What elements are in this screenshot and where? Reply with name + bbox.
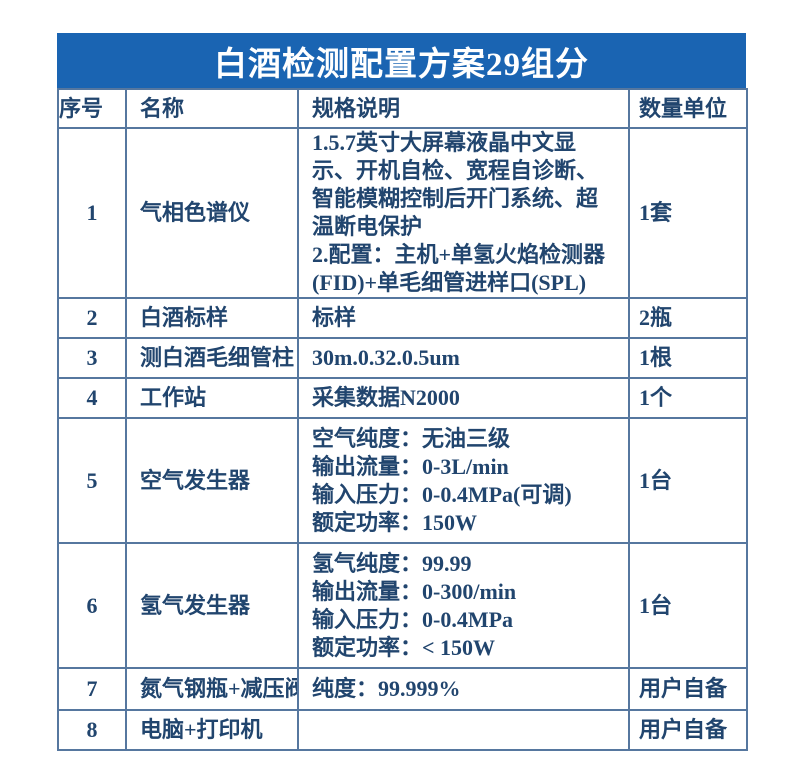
spec-cell: 纯度：99.999% bbox=[297, 667, 630, 711]
table-row: 3 测白酒毛细管柱 30m.0.32.0.5um 1根 bbox=[57, 337, 748, 379]
qty-cell: 1套 bbox=[628, 127, 748, 299]
spec-cell: 1.5.7英寸大屏幕液晶中文显示、开机自检、宽程自诊断、智能模糊控制后开门系统、… bbox=[297, 127, 630, 299]
table-row: 8 电脑+打印机 用户自备 bbox=[57, 709, 748, 751]
name-cell: 空气发生器 bbox=[125, 417, 299, 544]
spec-cell: 30m.0.32.0.5um bbox=[297, 337, 630, 379]
serial-cell: 5 bbox=[57, 417, 127, 544]
spec-cell bbox=[297, 709, 630, 751]
table-row: 5 空气发生器 空气纯度：无油三级 输出流量：0-3L/min 输入压力：0-0… bbox=[57, 417, 748, 544]
name-cell: 电脑+打印机 bbox=[125, 709, 299, 751]
name-cell: 白酒标样 bbox=[125, 297, 299, 339]
col-header-quantity: 数量单位 bbox=[628, 88, 748, 129]
spec-sheet: 白酒检测配置方案29组分 序号 名称 规格说明 数量单位 1 气相色谱仪 1.5… bbox=[57, 33, 748, 751]
config-table: 序号 名称 规格说明 数量单位 1 气相色谱仪 1.5.7英寸大屏幕液晶中文显示… bbox=[57, 88, 748, 751]
col-header-spec: 规格说明 bbox=[297, 88, 630, 129]
name-cell: 工作站 bbox=[125, 377, 299, 419]
qty-cell: 1台 bbox=[628, 542, 748, 669]
spec-cell: 空气纯度：无油三级 输出流量：0-3L/min 输入压力：0-0.4MPa(可调… bbox=[297, 417, 630, 544]
spec-cell: 采集数据N2000 bbox=[297, 377, 630, 419]
serial-cell: 2 bbox=[57, 297, 127, 339]
spec-cell: 氢气纯度：99.99 输出流量：0-300/min 输入压力：0-0.4MPa … bbox=[297, 542, 630, 669]
name-cell: 氢气发生器 bbox=[125, 542, 299, 669]
table-row: 1 气相色谱仪 1.5.7英寸大屏幕液晶中文显示、开机自检、宽程自诊断、智能模糊… bbox=[57, 127, 748, 299]
spec-cell: 标样 bbox=[297, 297, 630, 339]
col-header-serial: 序号 bbox=[57, 88, 127, 129]
qty-cell: 2瓶 bbox=[628, 297, 748, 339]
table-row: 6 氢气发生器 氢气纯度：99.99 输出流量：0-300/min 输入压力：0… bbox=[57, 542, 748, 669]
qty-cell: 1根 bbox=[628, 337, 748, 379]
table-row: 7 氮气钢瓶+减压阀 纯度：99.999% 用户自备 bbox=[57, 667, 748, 711]
serial-cell: 4 bbox=[57, 377, 127, 419]
serial-cell: 3 bbox=[57, 337, 127, 379]
table-row: 2 白酒标样 标样 2瓶 bbox=[57, 297, 748, 339]
header-row: 序号 名称 规格说明 数量单位 bbox=[57, 88, 748, 129]
title-banner: 白酒检测配置方案29组分 bbox=[57, 33, 746, 88]
serial-cell: 8 bbox=[57, 709, 127, 751]
table-row: 4 工作站 采集数据N2000 1个 bbox=[57, 377, 748, 419]
serial-cell: 7 bbox=[57, 667, 127, 711]
col-header-name: 名称 bbox=[125, 88, 299, 129]
qty-cell: 1台 bbox=[628, 417, 748, 544]
qty-cell: 用户自备 bbox=[628, 667, 748, 711]
name-cell: 测白酒毛细管柱 bbox=[125, 337, 299, 379]
qty-cell: 1个 bbox=[628, 377, 748, 419]
name-cell: 氮气钢瓶+减压阀 bbox=[125, 667, 299, 711]
page-title: 白酒检测配置方案29组分 bbox=[214, 46, 589, 83]
serial-cell: 1 bbox=[57, 127, 127, 299]
name-cell: 气相色谱仪 bbox=[125, 127, 299, 299]
serial-cell: 6 bbox=[57, 542, 127, 669]
qty-cell: 用户自备 bbox=[628, 709, 748, 751]
